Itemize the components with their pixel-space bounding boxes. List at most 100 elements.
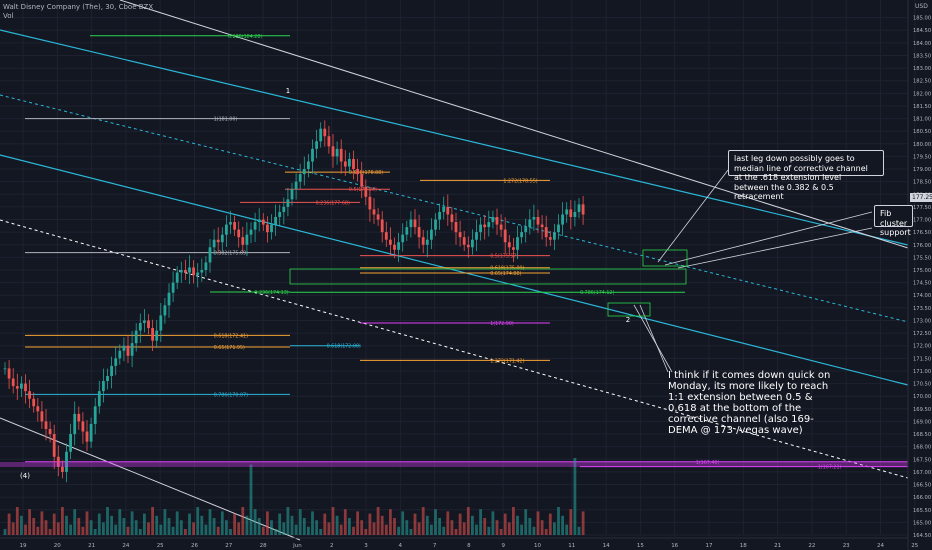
candle-body	[130, 343, 134, 356]
annotation-monday[interactable]: I think if it comes down quick on Monday…	[668, 370, 831, 436]
y-tick-label: 181.50	[913, 104, 931, 110]
candle-body	[138, 323, 142, 331]
fib-label: 1(167.40)	[696, 460, 720, 466]
y-tick-label: 172.00	[913, 344, 931, 350]
x-tick-label: 11	[568, 543, 575, 549]
volume-bar	[397, 526, 400, 535]
volume-bar	[339, 524, 343, 535]
volume-bar	[278, 513, 282, 535]
candle-body	[89, 423, 93, 442]
annotation-pointer	[633, 304, 673, 373]
volume-bar	[69, 524, 72, 535]
y-tick-label: 182.50	[913, 79, 931, 85]
volume-bar	[352, 526, 355, 535]
candle-body	[93, 406, 97, 424]
candle-body	[335, 148, 339, 157]
fib-label: 0.236(177.68)	[316, 200, 350, 206]
volume-bar	[528, 518, 532, 535]
x-tick-label: 25	[157, 543, 164, 549]
volume-bar	[569, 509, 573, 535]
candle-body	[97, 391, 101, 407]
volume-bar	[540, 520, 544, 535]
candle-body	[573, 211, 577, 217]
candle-body	[393, 244, 396, 250]
support-band	[0, 462, 908, 467]
candle-body	[171, 282, 175, 293]
wave-labels: (4) 1 2	[20, 87, 630, 480]
target-boxes	[0, 249, 908, 467]
volume-bar	[151, 507, 154, 535]
candle-body	[512, 247, 515, 250]
candle-body	[290, 189, 294, 200]
candle-body	[311, 148, 314, 162]
volume-bar	[24, 524, 27, 535]
volume-bar	[286, 507, 290, 535]
annotation-pointer	[657, 169, 729, 263]
target-box	[607, 302, 651, 317]
candle-body	[405, 227, 409, 235]
candle-body	[401, 234, 405, 243]
volume-bar	[536, 511, 540, 535]
x-tick-label: 23	[843, 543, 850, 549]
volume-bar	[56, 522, 60, 535]
volume-bar	[417, 522, 421, 535]
candle-body	[110, 365, 113, 376]
candle-body	[389, 239, 392, 245]
candle-body	[204, 262, 208, 270]
volume-bar	[52, 513, 56, 535]
candle-body	[421, 237, 425, 245]
candle-body	[327, 136, 331, 147]
x-tick-label: 20	[54, 543, 61, 549]
volume-label: Vol	[3, 12, 14, 20]
volume-bar	[134, 520, 138, 535]
volume-bar	[155, 515, 159, 535]
annotation-median-line[interactable]: last leg down possibly goes to median li…	[728, 150, 884, 201]
volume-bar	[364, 529, 368, 535]
candle-body	[331, 146, 335, 157]
candle-body	[253, 222, 257, 230]
volume-bar	[573, 458, 577, 535]
candle-body	[360, 174, 364, 187]
volume-bar	[253, 509, 257, 535]
volume-bar	[106, 507, 109, 535]
volume-bar	[450, 520, 454, 535]
candle-body	[106, 376, 109, 382]
volume-bar	[73, 509, 77, 535]
candle-body	[192, 267, 195, 276]
candle-body	[225, 224, 228, 235]
candle-body	[241, 237, 245, 245]
candle-body	[32, 398, 36, 407]
volume-bar	[466, 507, 470, 535]
candle-body	[475, 232, 478, 240]
x-tick-label: 26	[191, 543, 198, 549]
volume-bar	[225, 520, 228, 535]
candle-body	[520, 232, 523, 238]
volume-bar	[77, 518, 81, 535]
candle-body	[581, 204, 585, 215]
y-tick-label: 182.00	[913, 91, 931, 97]
candle-body	[569, 209, 573, 217]
fib-label: 0.618(172.41)	[214, 333, 248, 339]
volume-bar	[200, 515, 204, 535]
volume-bar	[102, 522, 105, 535]
channel-line	[119, 0, 909, 249]
volume-bar	[430, 524, 433, 535]
candle-body	[147, 320, 150, 329]
candle-body	[102, 381, 105, 392]
volume-bar	[7, 513, 11, 535]
candle-body	[499, 224, 503, 230]
candle-body	[184, 270, 187, 273]
volume-bar	[577, 526, 581, 535]
y-tick-label: 168.50	[913, 432, 931, 438]
volume-bar	[20, 515, 23, 535]
volume-bar	[261, 526, 265, 535]
volume-bar	[143, 513, 146, 535]
x-tick-label: 21	[774, 543, 781, 549]
y-tick-label: 173.00	[913, 318, 931, 324]
symbol-title[interactable]: Walt Disney Company (The), 30, Cboe BZX	[3, 3, 154, 11]
candle-body	[454, 222, 458, 233]
volume-bar	[204, 524, 208, 535]
annotation-fib-cluster[interactable]: Fib cluster support	[874, 205, 913, 237]
candle-body	[200, 270, 204, 273]
